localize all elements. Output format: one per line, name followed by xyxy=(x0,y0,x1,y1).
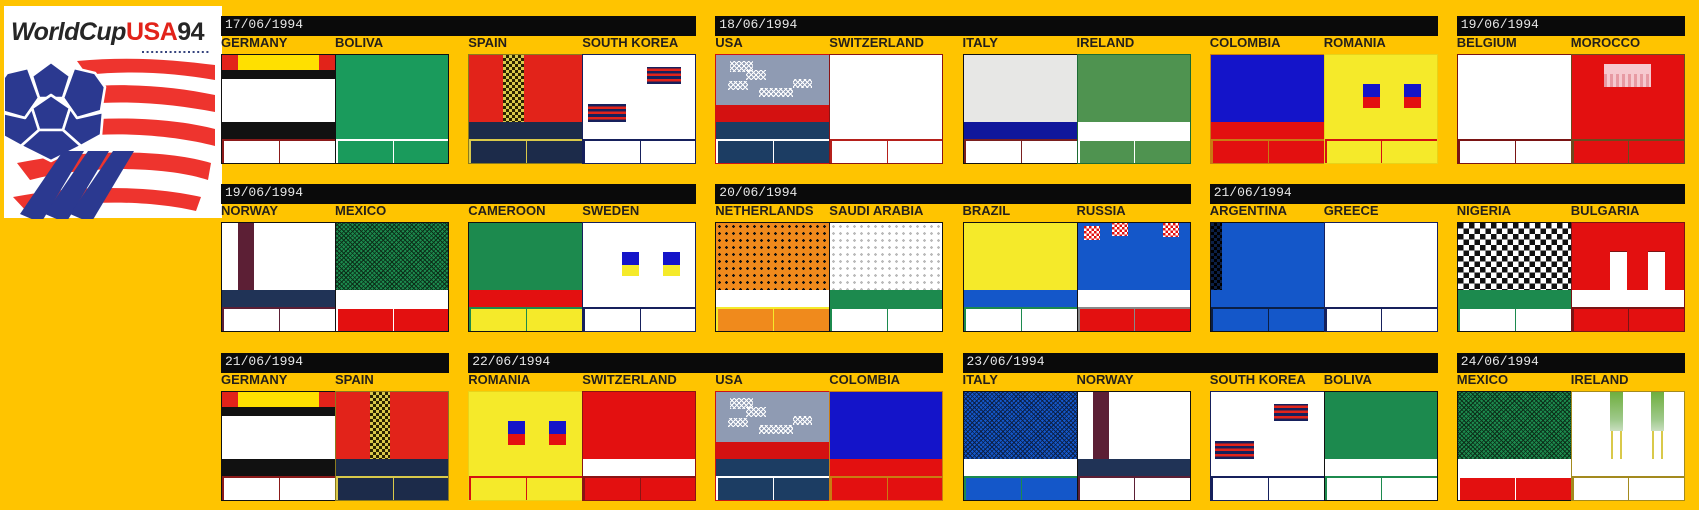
svg-text:WorldCupUSA94: WorldCupUSA94 xyxy=(11,18,205,46)
